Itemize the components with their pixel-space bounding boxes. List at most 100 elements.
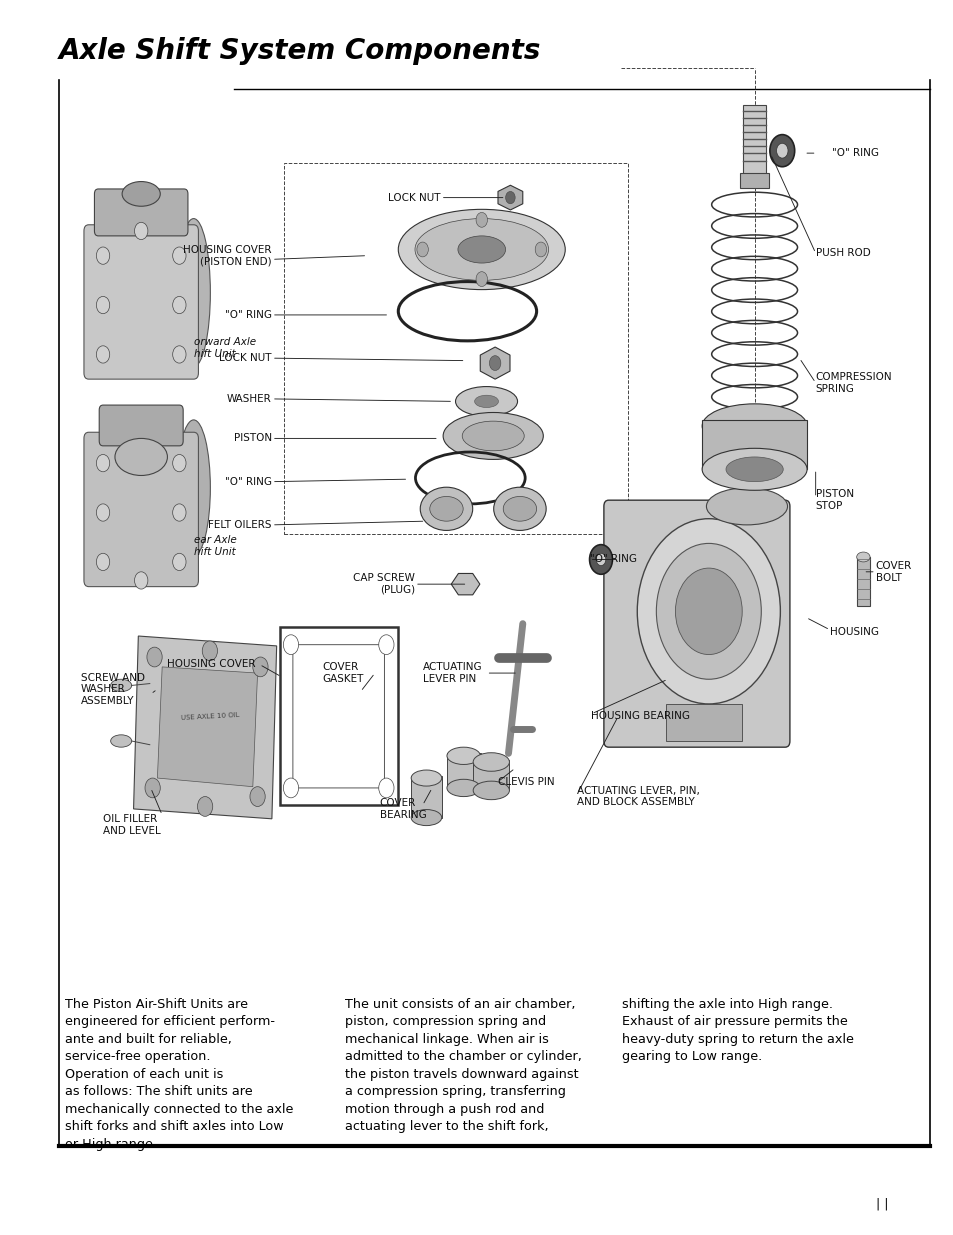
Circle shape	[172, 553, 186, 571]
FancyBboxPatch shape	[84, 432, 198, 587]
Circle shape	[675, 568, 741, 655]
Bar	[856, 557, 869, 606]
Ellipse shape	[503, 496, 536, 521]
Ellipse shape	[446, 747, 479, 764]
Ellipse shape	[442, 412, 543, 459]
Ellipse shape	[475, 395, 497, 408]
FancyBboxPatch shape	[99, 405, 183, 446]
Text: Axle Shift System Components: Axle Shift System Components	[59, 37, 541, 65]
Bar	[411, 776, 441, 818]
Circle shape	[776, 143, 787, 158]
Circle shape	[637, 519, 780, 704]
Ellipse shape	[429, 496, 463, 521]
Circle shape	[172, 247, 186, 264]
Bar	[742, 105, 765, 179]
Polygon shape	[479, 347, 510, 379]
Ellipse shape	[446, 779, 479, 797]
Circle shape	[134, 222, 148, 240]
Text: OIL FILLER
AND LEVEL: OIL FILLER AND LEVEL	[103, 814, 161, 836]
Ellipse shape	[473, 753, 509, 771]
Text: HOUSING: HOUSING	[829, 627, 878, 637]
Bar	[447, 753, 480, 788]
Text: USE AXLE 10 OIL: USE AXLE 10 OIL	[180, 711, 239, 721]
Ellipse shape	[701, 404, 806, 448]
Circle shape	[172, 296, 186, 314]
Circle shape	[250, 787, 265, 806]
Ellipse shape	[456, 387, 517, 416]
Text: "O" RING: "O" RING	[589, 555, 636, 564]
Text: FELT OILERS: FELT OILERS	[208, 520, 272, 530]
Text: The unit consists of an air chamber,
piston, compression spring and
mechanical l: The unit consists of an air chamber, pis…	[345, 998, 581, 1134]
Text: COVER
GASKET: COVER GASKET	[322, 662, 363, 684]
Ellipse shape	[122, 182, 160, 206]
Ellipse shape	[473, 782, 509, 800]
Circle shape	[378, 635, 394, 655]
Polygon shape	[497, 185, 522, 210]
Text: CLEVIS PIN: CLEVIS PIN	[497, 777, 554, 787]
Text: COMPRESSION
SPRING: COMPRESSION SPRING	[815, 372, 891, 394]
Text: CAP SCREW
(PLUG): CAP SCREW (PLUG)	[353, 573, 415, 595]
Circle shape	[769, 135, 794, 167]
Circle shape	[96, 504, 110, 521]
Circle shape	[96, 454, 110, 472]
Text: HOUSING BEARING: HOUSING BEARING	[591, 711, 690, 721]
Bar	[665, 704, 741, 741]
Ellipse shape	[725, 457, 782, 482]
Ellipse shape	[415, 219, 548, 280]
Text: ACTUATING LEVER, PIN,
AND BLOCK ASSEMBLY: ACTUATING LEVER, PIN, AND BLOCK ASSEMBLY	[577, 785, 700, 808]
Text: "O" RING: "O" RING	[831, 148, 878, 158]
Text: PUSH ROD: PUSH ROD	[815, 248, 869, 258]
Ellipse shape	[457, 236, 505, 263]
Text: HOUSING COVER
(PISTON END): HOUSING COVER (PISTON END)	[183, 245, 272, 267]
Text: shifting the axle into High range.
Exhaust of air pressure permits the
heavy-dut: shifting the axle into High range. Exhau…	[621, 998, 853, 1063]
Circle shape	[535, 242, 546, 257]
Text: "O" RING: "O" RING	[225, 310, 272, 320]
Text: PISTON: PISTON	[233, 433, 272, 443]
Text: LOCK NUT: LOCK NUT	[219, 353, 272, 363]
FancyBboxPatch shape	[94, 189, 188, 236]
Text: The Piston Air-Shift Units are
engineered for efficient perform-
ante and built : The Piston Air-Shift Units are engineere…	[65, 998, 293, 1151]
Circle shape	[378, 778, 394, 798]
Ellipse shape	[419, 488, 473, 531]
Text: WASHER: WASHER	[227, 394, 272, 404]
Text: "O" RING: "O" RING	[225, 477, 272, 487]
Circle shape	[476, 272, 487, 287]
Polygon shape	[451, 573, 479, 595]
Circle shape	[596, 553, 605, 566]
Circle shape	[589, 545, 612, 574]
FancyBboxPatch shape	[603, 500, 789, 747]
Circle shape	[283, 778, 298, 798]
Bar	[740, 173, 768, 188]
Ellipse shape	[461, 421, 524, 451]
Circle shape	[656, 543, 760, 679]
Ellipse shape	[705, 488, 787, 525]
Text: | |: | |	[875, 1197, 888, 1210]
Circle shape	[96, 346, 110, 363]
Ellipse shape	[177, 420, 210, 556]
Circle shape	[197, 797, 213, 816]
Ellipse shape	[856, 552, 869, 562]
Circle shape	[505, 191, 515, 204]
Circle shape	[253, 657, 268, 677]
Text: COVER
BEARING: COVER BEARING	[379, 798, 426, 820]
Circle shape	[134, 572, 148, 589]
FancyBboxPatch shape	[84, 225, 198, 379]
Circle shape	[96, 553, 110, 571]
Ellipse shape	[111, 679, 132, 692]
Circle shape	[172, 504, 186, 521]
Ellipse shape	[411, 810, 441, 826]
Circle shape	[489, 356, 500, 370]
Polygon shape	[157, 667, 257, 787]
Bar	[701, 420, 806, 469]
Ellipse shape	[111, 735, 132, 747]
Circle shape	[172, 454, 186, 472]
Circle shape	[96, 296, 110, 314]
Circle shape	[476, 212, 487, 227]
Text: HOUSING COVER: HOUSING COVER	[167, 659, 255, 669]
Ellipse shape	[701, 448, 806, 490]
Bar	[473, 760, 509, 790]
Text: LOCK NUT: LOCK NUT	[388, 193, 440, 203]
Ellipse shape	[494, 488, 545, 531]
Ellipse shape	[398, 209, 564, 290]
Text: ear Axle
hift Unit: ear Axle hift Unit	[193, 535, 236, 557]
